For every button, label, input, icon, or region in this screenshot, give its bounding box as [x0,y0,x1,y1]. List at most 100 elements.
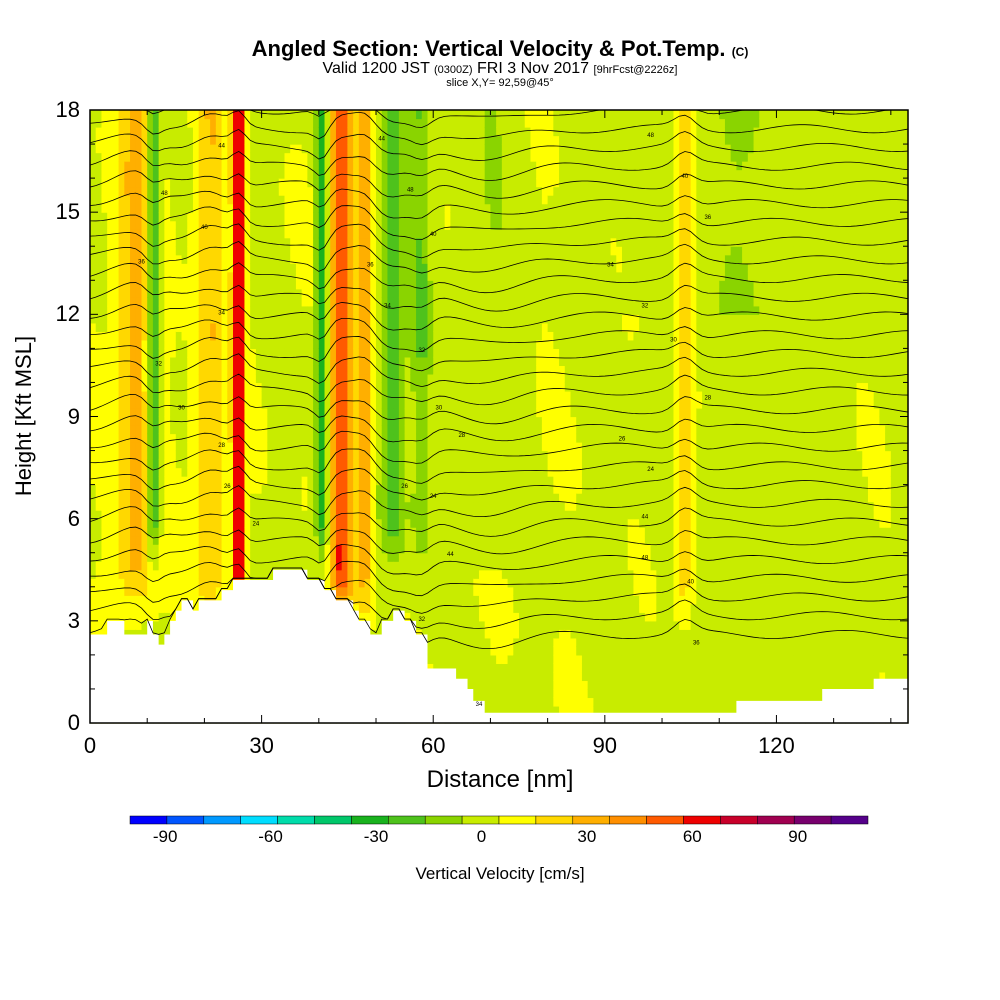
theta-label: 44 [642,515,649,521]
colorbar-tick-label: -30 [363,827,389,846]
theta-contour [89,317,909,353]
x-tick-label: 30 [249,733,274,758]
theta-contour [89,170,909,199]
y-tick-label: 9 [67,403,80,429]
colorbar-swatch [388,815,426,825]
colorbar-swatch [498,815,537,825]
colorbar-swatch [793,815,832,825]
theta-label: 44 [218,144,225,150]
theta-contour [89,560,909,597]
theta-contour [89,282,909,312]
valid-time: Valid 1200 JST [322,60,430,77]
theta-label: 32 [418,617,425,623]
colorbar-swatch [166,815,205,825]
title-main: Angled Section: Vertical Velocity & Pot.… [251,36,726,61]
theta-contours [89,109,909,650]
colorbar-swatch [646,815,684,825]
theta-label: 24 [430,494,437,500]
theta-label: 44 [447,552,454,558]
y-tick-label: 0 [67,710,80,735]
y-tick-label: 3 [67,607,80,633]
colorbar [129,815,869,825]
theta-label: 34 [607,263,614,269]
x-tick-label: 90 [592,733,618,758]
theta-contour [89,567,909,614]
theta-label: 30 [670,338,677,344]
theta-label: 24 [253,522,260,528]
tick-marks [90,110,908,723]
colorbar-tick-label: -60 [258,827,283,846]
colorbar-swatch [129,815,168,825]
x-tick-label: 60 [420,733,446,758]
theta-contour [89,110,909,146]
colorbar-swatch [535,815,574,825]
theta-contour [89,223,909,259]
theta-label: 36 [693,641,700,647]
colorbar-tick-label: 60 [682,827,702,846]
y-tick-label: 15 [55,199,80,225]
theta-contour [89,262,909,294]
theta-label: 30 [178,406,185,412]
y-tick-label: 6 [67,505,80,531]
theta-contour [89,373,909,406]
theta-label: 28 [218,443,225,449]
theta-contour [89,336,909,372]
theta-label: 24 [647,467,654,473]
theta-contour [89,506,909,537]
terrain-mask [90,569,908,723]
theta-contour [89,526,909,555]
x-axis-label: Distance [nm] [426,766,574,793]
theta-contour [89,485,909,518]
theta-label: 34 [384,304,391,310]
colorbar-tick-label: -90 [152,827,178,846]
colorbar-swatch [314,815,352,825]
theta-label: 40 [687,579,694,585]
colorbar-swatch [683,815,721,825]
colorbar-tick-label: 30 [577,827,597,846]
theta-label: 34 [218,310,225,316]
colorbar-swatch [351,815,389,825]
chart-title: Angled Section: Vertical Velocity & Pot.… [0,36,1000,62]
theta-label: 26 [401,484,408,490]
y-tick-label: 12 [55,301,80,327]
theta-label: 40 [682,174,689,180]
theta-label: 48 [647,133,654,139]
colorbar-tick-label: 0 [476,827,487,846]
theta-label: 28 [458,433,465,439]
theta-label: 48 [407,188,414,194]
colorbar-swatch [572,815,610,825]
y-axis-label: Height [Kft MSL] [11,335,36,497]
colorbar-swatch [720,815,758,825]
theta-contour [89,415,909,443]
colorbar-swatch [461,815,500,825]
forecast-info: [9hrFcst@2226z] [593,64,678,76]
theta-contour [89,465,909,501]
colorbar-label: Vertical Velocity [cm/s] [415,864,585,883]
theta-label: 32 [642,304,649,310]
theta-contour [89,353,909,387]
x-tick-label: 0 [83,733,97,758]
theta-label: 32 [418,348,425,354]
colorbar-swatch [830,815,869,825]
colorbar-swatch [424,815,463,825]
theta-contour [89,188,909,219]
valid-utc: (0300Z) [434,64,473,76]
theta-contour [89,240,909,274]
theta-label: 36 [367,263,374,269]
theta-label: 32 [155,361,162,367]
colorbar-swatch [757,815,795,825]
theta-label: 26 [619,436,626,442]
theta-label: 44 [378,137,385,143]
theta-contour [89,150,909,181]
theta-label: 40 [201,225,208,231]
theta-contour [89,543,909,576]
theta-label: 30 [436,406,443,412]
theta-contour [89,567,909,629]
theta-contour [89,302,909,331]
colorbar-swatch [277,815,315,825]
theta-contour [89,430,909,464]
x-tick-label: 120 [758,733,795,758]
theta-labels: 44 48 40 36 34 32 30 28 26 24 44 48 40 36 34 32 30 28 26 24… [138,133,712,708]
theta-label: 26 [224,484,231,490]
